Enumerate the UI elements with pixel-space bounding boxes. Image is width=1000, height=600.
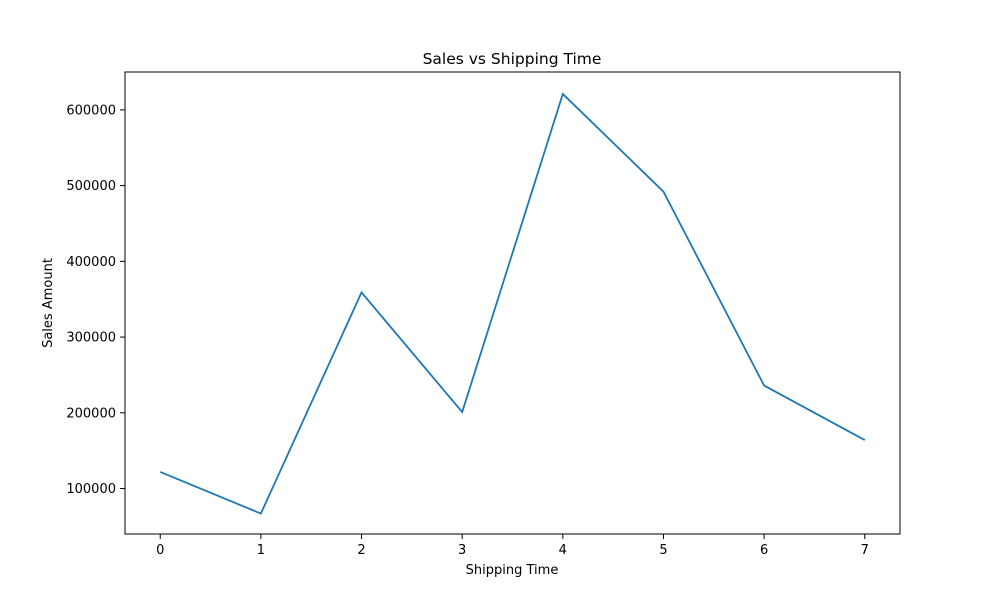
x-tick-label: 7 [861,543,869,558]
x-tick-label: 3 [458,543,466,558]
x-tick-label: 5 [659,543,667,558]
x-tick-label: 1 [257,543,265,558]
x-axis: 0 1 2 3 4 5 6 7 [156,534,869,558]
y-axis-label: Sales Amount [41,258,56,348]
chart-title: Sales vs Shipping Time [423,50,602,68]
x-tick-label: 2 [357,543,365,558]
series-layer [159,92,866,515]
x-tick-label: 6 [760,543,768,558]
y-tick-label: 300000 [66,331,116,346]
y-tick-label: 100000 [66,482,116,497]
x-axis-label: Shipping Time [466,563,559,578]
y-tick-label: 400000 [66,255,116,270]
y-tick-label: 500000 [66,179,116,194]
y-tick-label: 600000 [66,103,116,118]
y-axis: 100000 200000 300000 400000 500000 600000 [66,103,125,497]
x-tick-label: 0 [156,543,164,558]
series-line [159,92,866,515]
x-tick-label: 4 [559,543,567,558]
y-tick-label: 200000 [66,406,116,421]
plot-frame [124,71,901,535]
